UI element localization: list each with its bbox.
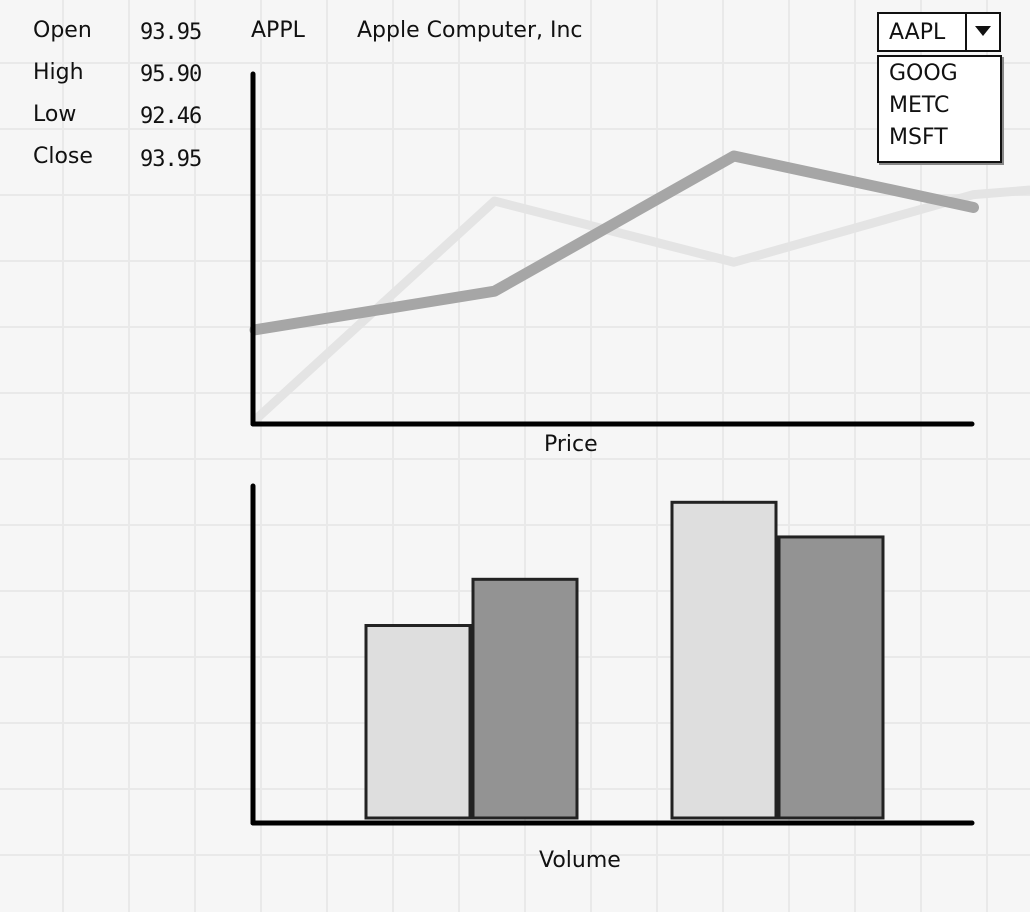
high-value: 95.90 [140,62,202,87]
open-value: 93.95 [140,20,202,45]
symbol-select-value: AAPL [889,20,946,45]
chevron-down-icon [975,26,991,36]
price-series-2-line [249,150,979,336]
price-axis-label: Price [544,432,598,457]
volume-chart [250,483,975,826]
price-chart [249,71,1030,427]
symbol-option-msft[interactable]: MSFT [889,125,948,150]
dropdown-button[interactable] [965,14,999,50]
symbol-option-metc[interactable]: METC [889,93,950,118]
low-label: Low [33,102,77,127]
open-label: Open [33,18,92,43]
symbol-select[interactable]: AAPL [877,12,1001,52]
close-label: Close [33,144,93,169]
symbol-dropdown-menu: GOOG METC MSFT [877,55,1002,163]
volume-bar-1-1 [364,624,472,820]
close-value: 93.95 [140,147,202,172]
volume-bar-2-1 [670,500,778,820]
ticker-symbol: APPL [251,18,305,43]
symbol-option-goog[interactable]: GOOG [889,61,958,86]
company-name: Apple Computer, Inc [357,18,583,43]
volume-bar-2-2 [777,535,885,820]
price-series-1-line [250,185,1030,425]
low-value: 92.46 [140,104,202,129]
volume-axis-label: Volume [539,848,621,873]
high-label: High [33,60,84,85]
volume-bar-1-2 [471,577,579,820]
